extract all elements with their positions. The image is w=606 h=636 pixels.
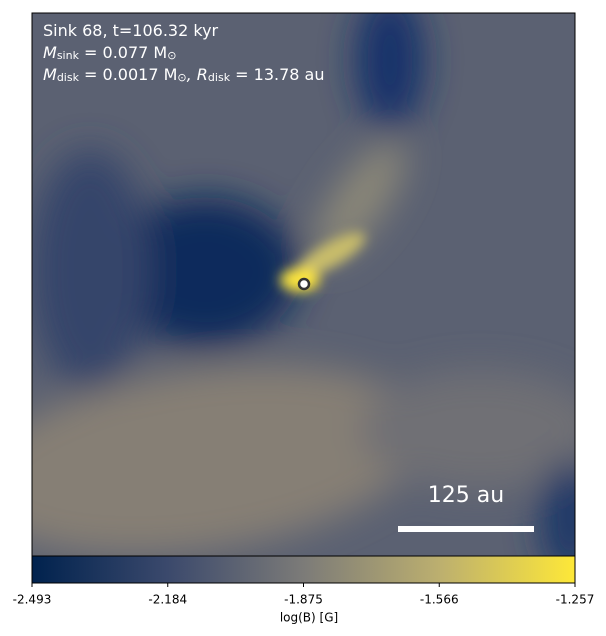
scale-bar-label: 125 au	[428, 483, 504, 508]
annotation-part: sink	[57, 49, 80, 62]
annotation: Sink 68, t=106.32 kyr	[43, 21, 219, 40]
colorbar-tick-label: -2.493	[13, 593, 52, 607]
annotation-part: Sink 68, t=106.32 kyr	[43, 21, 219, 40]
annotation-part: = 13.78 au	[230, 65, 324, 84]
annotation-part: disk	[208, 71, 231, 84]
colorbar-tick-label: -1.566	[420, 593, 459, 607]
annotation: Mdisk = 0.0017 M⊙, Rdisk = 13.78 au	[43, 65, 324, 84]
annotation-part: ⊙	[167, 49, 176, 62]
colorbar	[31, 555, 576, 584]
colorbar-tick-label: -2.184	[148, 593, 187, 607]
annotation-part: = 0.077 M	[79, 43, 167, 62]
annotation-part: ⊙	[177, 71, 186, 84]
annotation-part: , R	[187, 65, 208, 84]
annotation-part: disk	[57, 71, 80, 84]
field-image	[32, 13, 575, 556]
annotation-part: = 0.0017 M	[79, 65, 177, 84]
colorbar-tick-label: -1.257	[556, 593, 595, 607]
annotation: Msink = 0.077 M⊙	[43, 43, 176, 62]
colorbar-label: log(B) [G]	[280, 611, 338, 625]
sink-marker	[297, 277, 311, 291]
colorbar-tick-label: -1.875	[284, 593, 323, 607]
annotation-part: M	[43, 65, 57, 84]
annotation-part: M	[43, 43, 57, 62]
